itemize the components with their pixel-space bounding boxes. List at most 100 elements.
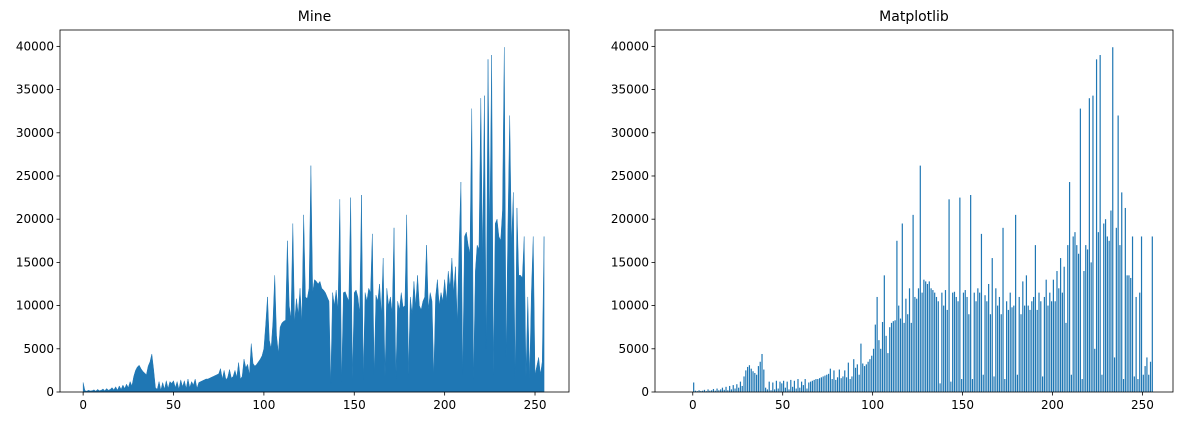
y-tick-label: 20000 [16,212,54,226]
x-tick-label: 250 [1131,398,1154,412]
bar [800,381,803,392]
bar [890,322,893,392]
bar [840,378,842,392]
bar [723,389,725,392]
bar [939,383,941,392]
bar [943,305,945,392]
bar [1059,258,1062,392]
bar [750,368,752,392]
bar [1119,245,1121,392]
bar [871,355,873,392]
bar [1015,214,1017,392]
axes-frame [59,29,570,393]
y-tick-label: 25000 [611,169,649,183]
bar [802,385,804,392]
bar [1045,279,1047,392]
bar [1007,309,1010,392]
bar [1103,223,1105,392]
bar [1011,307,1013,392]
y-tick-label: 10000 [611,299,649,313]
bar [729,385,731,392]
bar [903,322,905,392]
bar [950,381,952,392]
bar [1034,245,1037,392]
bar [705,391,707,392]
bar [1000,314,1002,392]
bar [833,370,835,392]
bar [806,388,808,392]
bar [1027,305,1029,392]
bar [698,390,700,392]
bar [856,364,858,392]
y-tick-label: 0 [641,385,649,399]
x-tick-label: 0 [689,398,697,412]
bar [702,390,704,392]
bar [844,370,846,392]
y-tick-label: 5000 [618,342,649,356]
bar [694,390,697,392]
bar [989,314,992,392]
bar [966,296,968,392]
bar [1016,374,1019,392]
bar [885,335,887,392]
x-tick-label: 100 [861,398,884,412]
bar [1133,376,1135,392]
bar [1146,357,1148,392]
bar [1124,207,1126,392]
x-tick-label: 200 [433,398,456,412]
bar [761,353,763,392]
bar [901,223,903,392]
bar [730,389,733,392]
bar [835,379,837,392]
bar [977,288,979,392]
bar [1095,59,1098,393]
x-tick-label: 150 [343,398,366,412]
bar [986,301,988,392]
bar [905,298,907,392]
bar [732,385,734,392]
y-tick-label: 15000 [611,255,649,269]
y-tick-label: 5000 [23,342,54,356]
bar [1117,115,1119,393]
y-tick-label: 10000 [16,299,54,313]
bar [777,388,779,392]
bar [707,389,709,392]
bar [926,283,929,392]
bar [878,340,880,392]
bar [797,379,799,392]
bar [770,390,772,392]
y-tick-label: 35000 [16,83,54,97]
bar [1113,357,1116,392]
bar [712,388,715,392]
bar [739,381,742,392]
bar [779,381,781,392]
bar [995,288,997,392]
bar [752,371,754,392]
bar [849,379,851,392]
bar [1086,249,1089,392]
bar [997,305,999,392]
bar [910,322,912,392]
bar [1036,309,1038,392]
x-tick-label: 50 [775,398,790,412]
bar [693,382,695,392]
bar [709,390,711,392]
bar [748,365,751,392]
bar [975,301,977,392]
bar [716,388,718,392]
bar [968,314,970,392]
bar [894,320,896,392]
y-tick-label: 25000 [16,169,54,183]
bar [817,379,819,392]
bar [1083,271,1085,392]
bar [847,362,849,392]
bar [790,379,792,392]
bar [720,389,722,392]
bar [1061,292,1063,392]
x-tick-label: 0 [79,398,87,412]
bar [858,374,860,392]
bar [1126,275,1128,392]
bar [809,381,812,392]
bar [953,291,956,392]
